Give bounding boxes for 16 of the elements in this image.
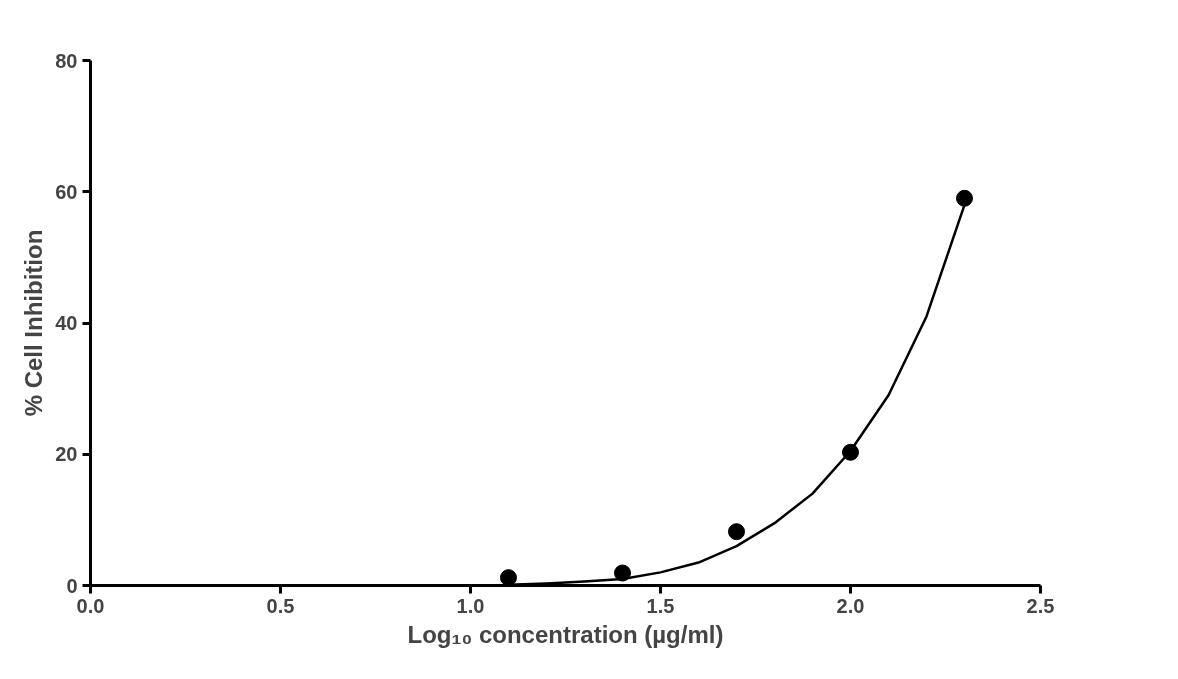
x-tick-label: 2.0	[836, 594, 865, 617]
x-tick-label: 0.5	[266, 594, 295, 617]
y-tick-label: 60	[55, 180, 78, 203]
point	[728, 523, 745, 541]
y-tick-label: 20	[55, 443, 78, 466]
point	[500, 569, 517, 586]
y-tick-label: 40	[55, 312, 78, 334]
x-tick-label: 1.0	[456, 594, 485, 617]
point	[956, 189, 973, 207]
y-tick-label: 0	[66, 574, 78, 597]
x-tick-label: 1.5	[646, 594, 675, 617]
y-axis-title: % Cell Inhibition	[20, 229, 48, 417]
x-tick-label: 2.5	[1026, 594, 1055, 617]
y-tick-label: 80	[55, 49, 78, 72]
x-tick-label: 0.0	[76, 594, 105, 617]
x-axis-title: Log₁₀ concentration (µg/ml)	[407, 620, 724, 648]
